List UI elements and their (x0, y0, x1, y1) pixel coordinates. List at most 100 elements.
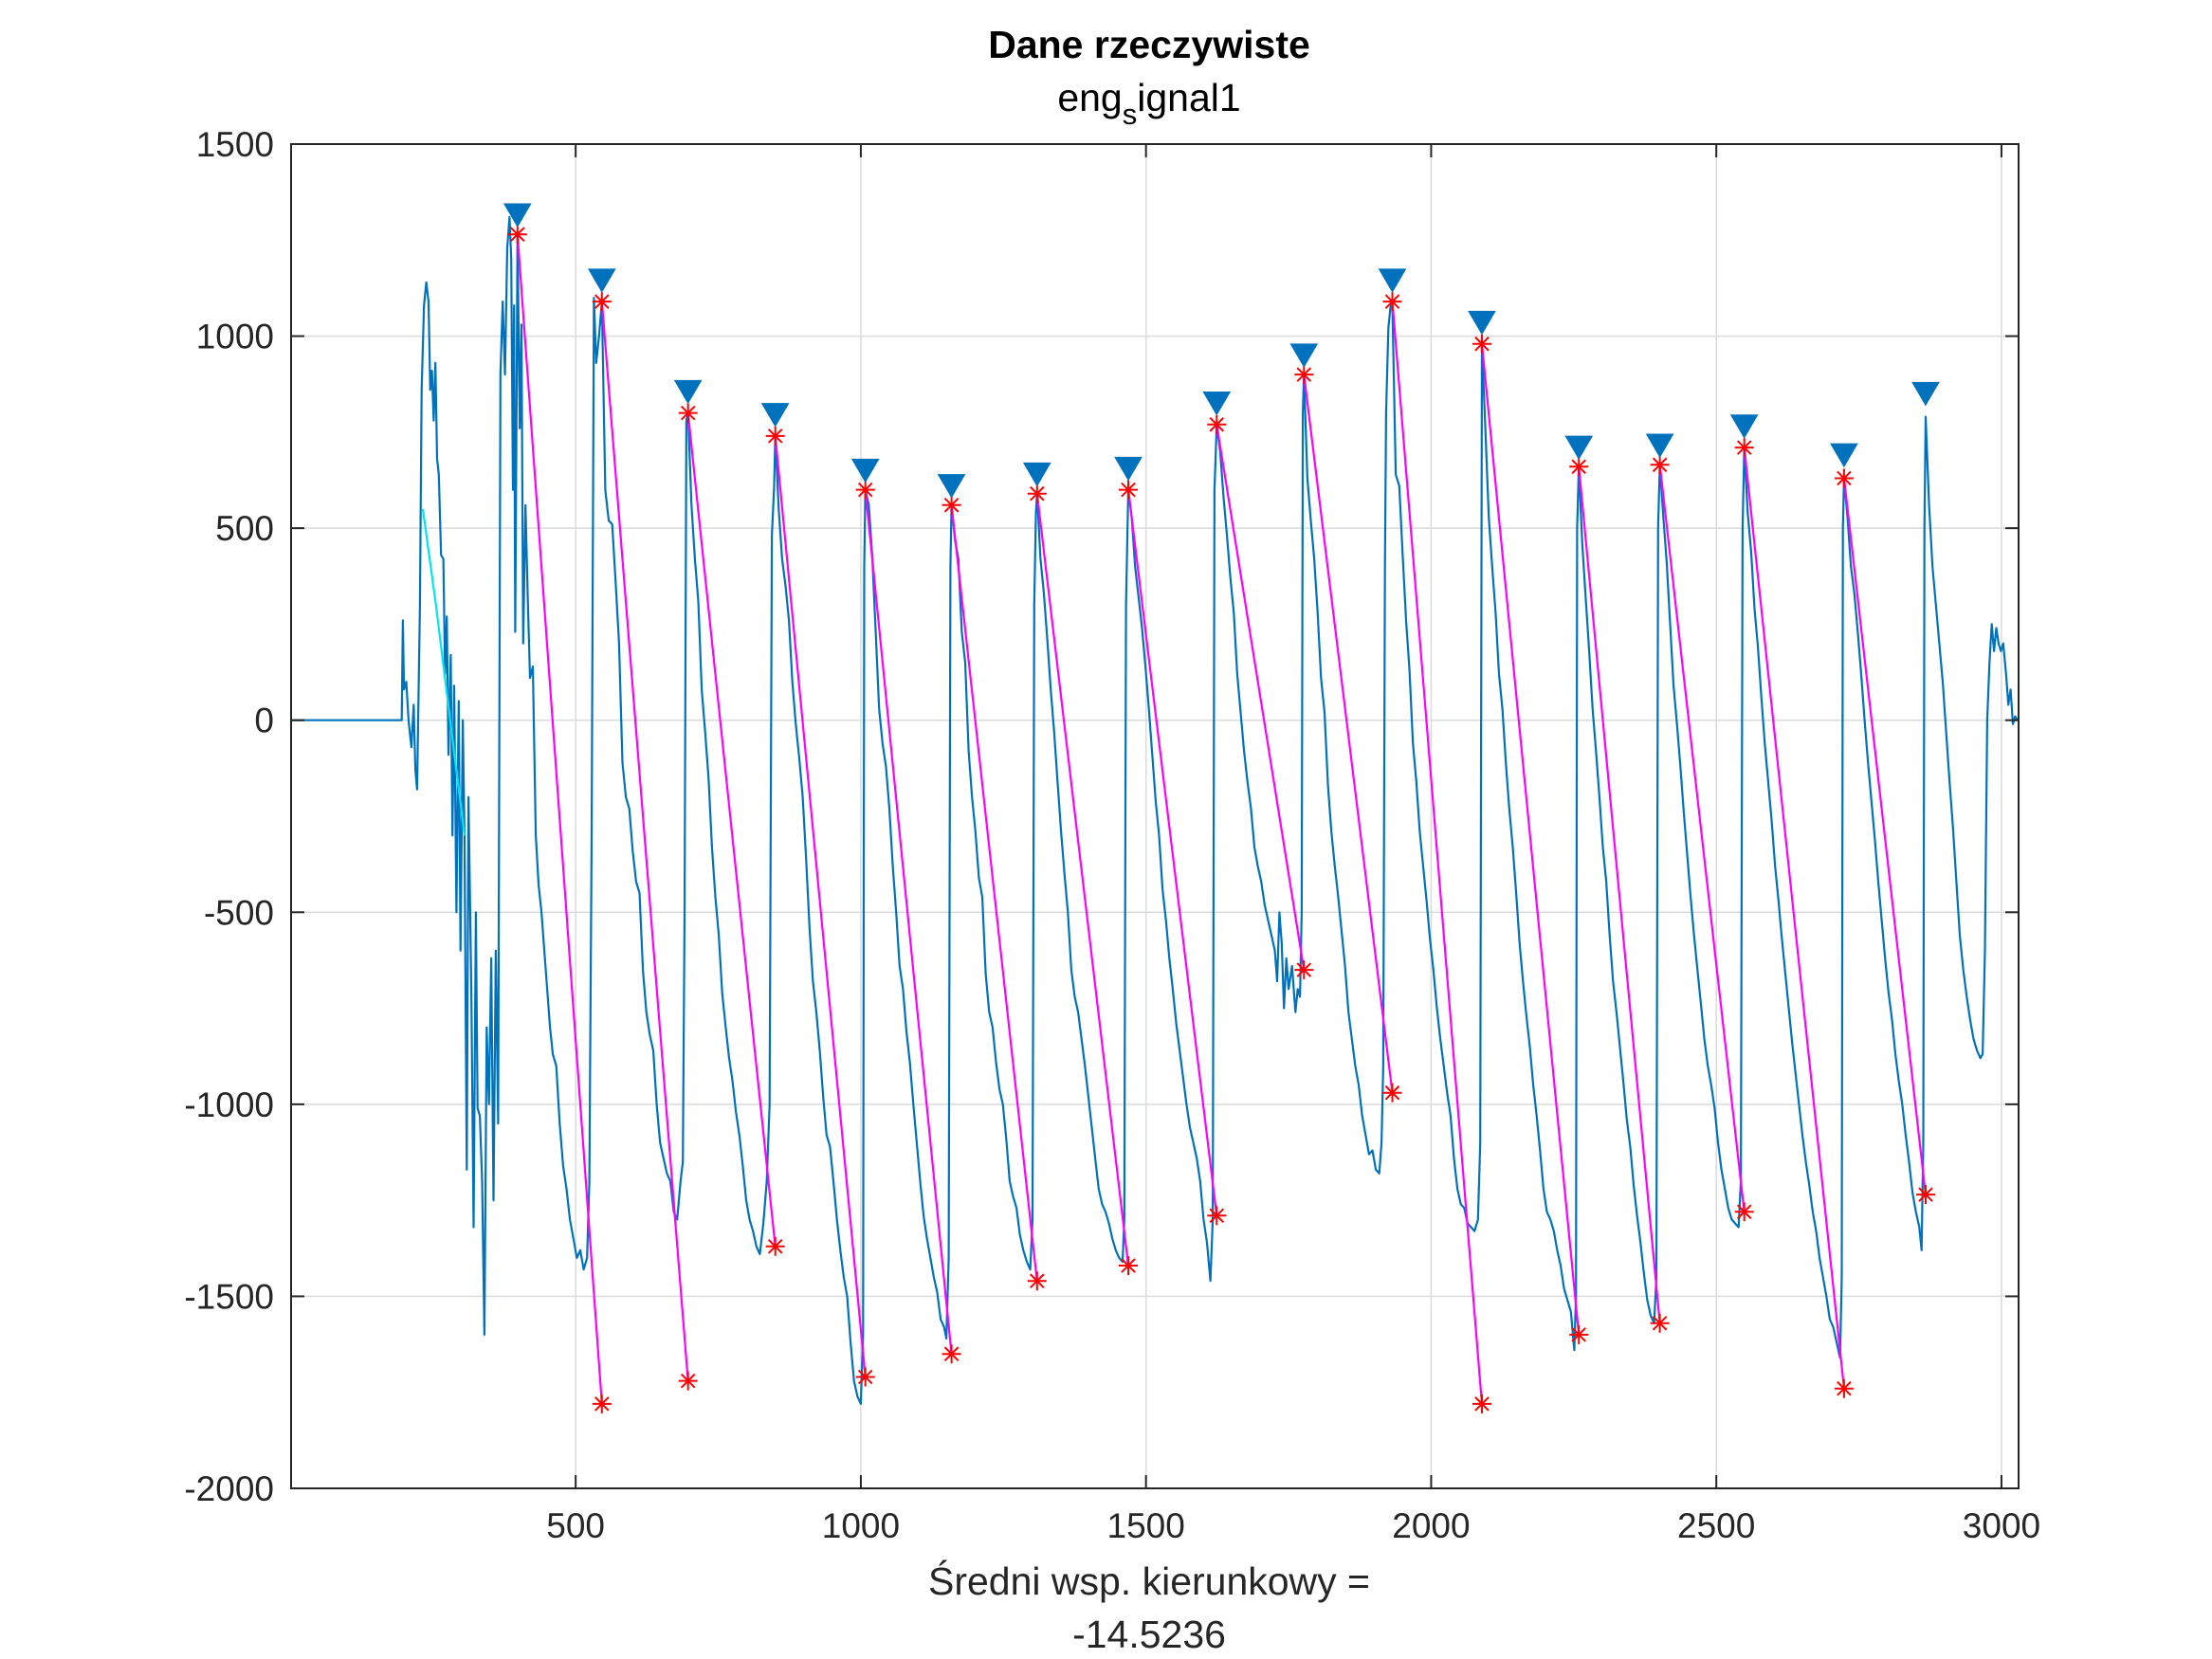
x-tick-labels: 500 1000 1500 2000 2500 3000 (546, 1506, 2040, 1545)
y-tick-label: 1000 (196, 318, 274, 356)
x-tick-label: 2000 (1392, 1506, 1470, 1545)
chart-title: Dane rzeczywiste (988, 23, 1310, 66)
peak-triangle-marker (673, 379, 703, 405)
asterisk-marker (765, 1236, 785, 1256)
asterisk-stroke (1736, 1204, 1752, 1220)
x-tick-label: 1500 (1107, 1506, 1185, 1545)
asterisk-stroke (1121, 1258, 1136, 1273)
early-segment-line (421, 508, 466, 836)
peak-triangle-marker (1830, 443, 1858, 468)
asterisk-marker (1119, 1256, 1138, 1275)
asterisk-marker (1472, 334, 1491, 354)
chart-subtitle: engsignal1 (1057, 76, 1240, 131)
peak-triangle-marker (1468, 310, 1496, 336)
x-axis-label-line1: Średni wsp. kierunkowy = (928, 1559, 1370, 1603)
asterisk-stroke (1837, 1380, 1852, 1396)
asterisk-marker (592, 292, 612, 312)
asterisk-marker (1834, 1378, 1854, 1398)
asterisk-stroke (1474, 336, 1490, 352)
grid (291, 143, 2019, 1489)
asterisk-stroke (510, 227, 525, 242)
fit-segment-line (1216, 424, 1306, 971)
asterisk-stroke (943, 1346, 960, 1361)
asterisk-marker (1207, 414, 1227, 434)
subtitle-subscript: s (1123, 98, 1138, 131)
y-tick-label: -1500 (184, 1277, 274, 1316)
fit-segment-line (774, 435, 867, 1377)
x-tick-label: 2500 (1677, 1506, 1755, 1545)
x-tick-label: 500 (546, 1506, 605, 1545)
fit-segment-line (600, 301, 689, 1381)
asterisk-marker (1119, 480, 1138, 500)
asterisk-stroke (680, 1373, 696, 1389)
fit-lines-layer (516, 234, 1928, 1404)
asterisk-stroke (1030, 485, 1045, 501)
peak-triangle-marker (850, 458, 880, 483)
y-tick-label: 1500 (196, 125, 274, 164)
peak-triangle-marker (1202, 391, 1232, 416)
peak-triangle-marker (1022, 462, 1051, 487)
peak-triangle-marker (1911, 381, 1940, 407)
asterisk-stroke (1384, 1085, 1400, 1101)
peak-triangle-marker (1564, 435, 1594, 461)
asterisk-stroke (594, 294, 610, 309)
subtitle-base: eng (1057, 76, 1122, 119)
fit-segment-line (950, 504, 1038, 1282)
axes-frame (290, 143, 2020, 1489)
fit-segment-line (864, 489, 953, 1355)
asterisk-stroke (767, 1239, 783, 1254)
fit-segment-line (686, 412, 777, 1247)
fit-segment-line (1842, 478, 1928, 1195)
asterisk-stroke (1652, 457, 1668, 473)
markers-layer (503, 203, 1940, 1413)
fit-segment-line (1480, 343, 1581, 1336)
asterisk-stroke (1571, 459, 1586, 475)
asterisk-stroke (1296, 367, 1312, 382)
x-tick-label: 1000 (822, 1506, 900, 1545)
asterisk-marker (1916, 1185, 1935, 1205)
peak-triangle-marker (587, 268, 616, 293)
peak-triangle-marker (1114, 456, 1143, 482)
asterisk-marker (1027, 483, 1047, 503)
y-tick-label: -2000 (184, 1469, 274, 1508)
fit-segment-line (1658, 465, 1746, 1212)
asterisk-stroke (1652, 1316, 1668, 1331)
asterisk-marker (941, 495, 961, 515)
peak-triangle-marker (1645, 433, 1674, 459)
peak-triangle-marker (937, 474, 966, 499)
asterisk-stroke (857, 482, 873, 498)
asterisk-stroke (1209, 1208, 1225, 1224)
asterisk-marker (507, 225, 527, 245)
asterisk-marker (592, 1394, 612, 1413)
asterisk-stroke (1571, 1327, 1586, 1342)
peak-triangle-marker (1289, 343, 1319, 368)
x-tick-label: 3000 (1963, 1506, 2040, 1545)
asterisk-stroke (943, 498, 960, 513)
fit-segment-line (1126, 489, 1218, 1216)
asterisk-stroke (680, 405, 696, 421)
asterisk-marker (855, 1367, 875, 1387)
asterisk-stroke (857, 1369, 873, 1385)
asterisk-marker (1834, 468, 1854, 488)
signal-layer (291, 215, 2019, 1406)
y-tick-labels: -2000 -1500 -1000 -500 0 500 1000 1500 (184, 125, 274, 1508)
asterisk-stroke (767, 428, 783, 444)
fit-segment-line (1391, 301, 1484, 1404)
asterisk-stroke (1474, 1396, 1490, 1412)
asterisk-marker (678, 403, 698, 423)
asterisk-marker (1569, 457, 1589, 477)
asterisk-marker (1650, 1313, 1670, 1333)
asterisk-marker (1294, 365, 1314, 385)
peak-triangle-marker (1729, 414, 1759, 439)
asterisk-marker (765, 426, 785, 446)
y-tick-label: 0 (254, 702, 274, 740)
peak-triangle-marker (760, 403, 790, 428)
signal-series-line (291, 215, 2019, 1406)
asterisk-marker (1472, 1394, 1491, 1413)
y-tick-label: 500 (215, 509, 274, 548)
asterisk-marker (1294, 960, 1314, 980)
asterisk-marker (678, 1371, 698, 1391)
asterisk-marker (1569, 1324, 1589, 1344)
subtitle-rest: ignal1 (1137, 76, 1240, 119)
